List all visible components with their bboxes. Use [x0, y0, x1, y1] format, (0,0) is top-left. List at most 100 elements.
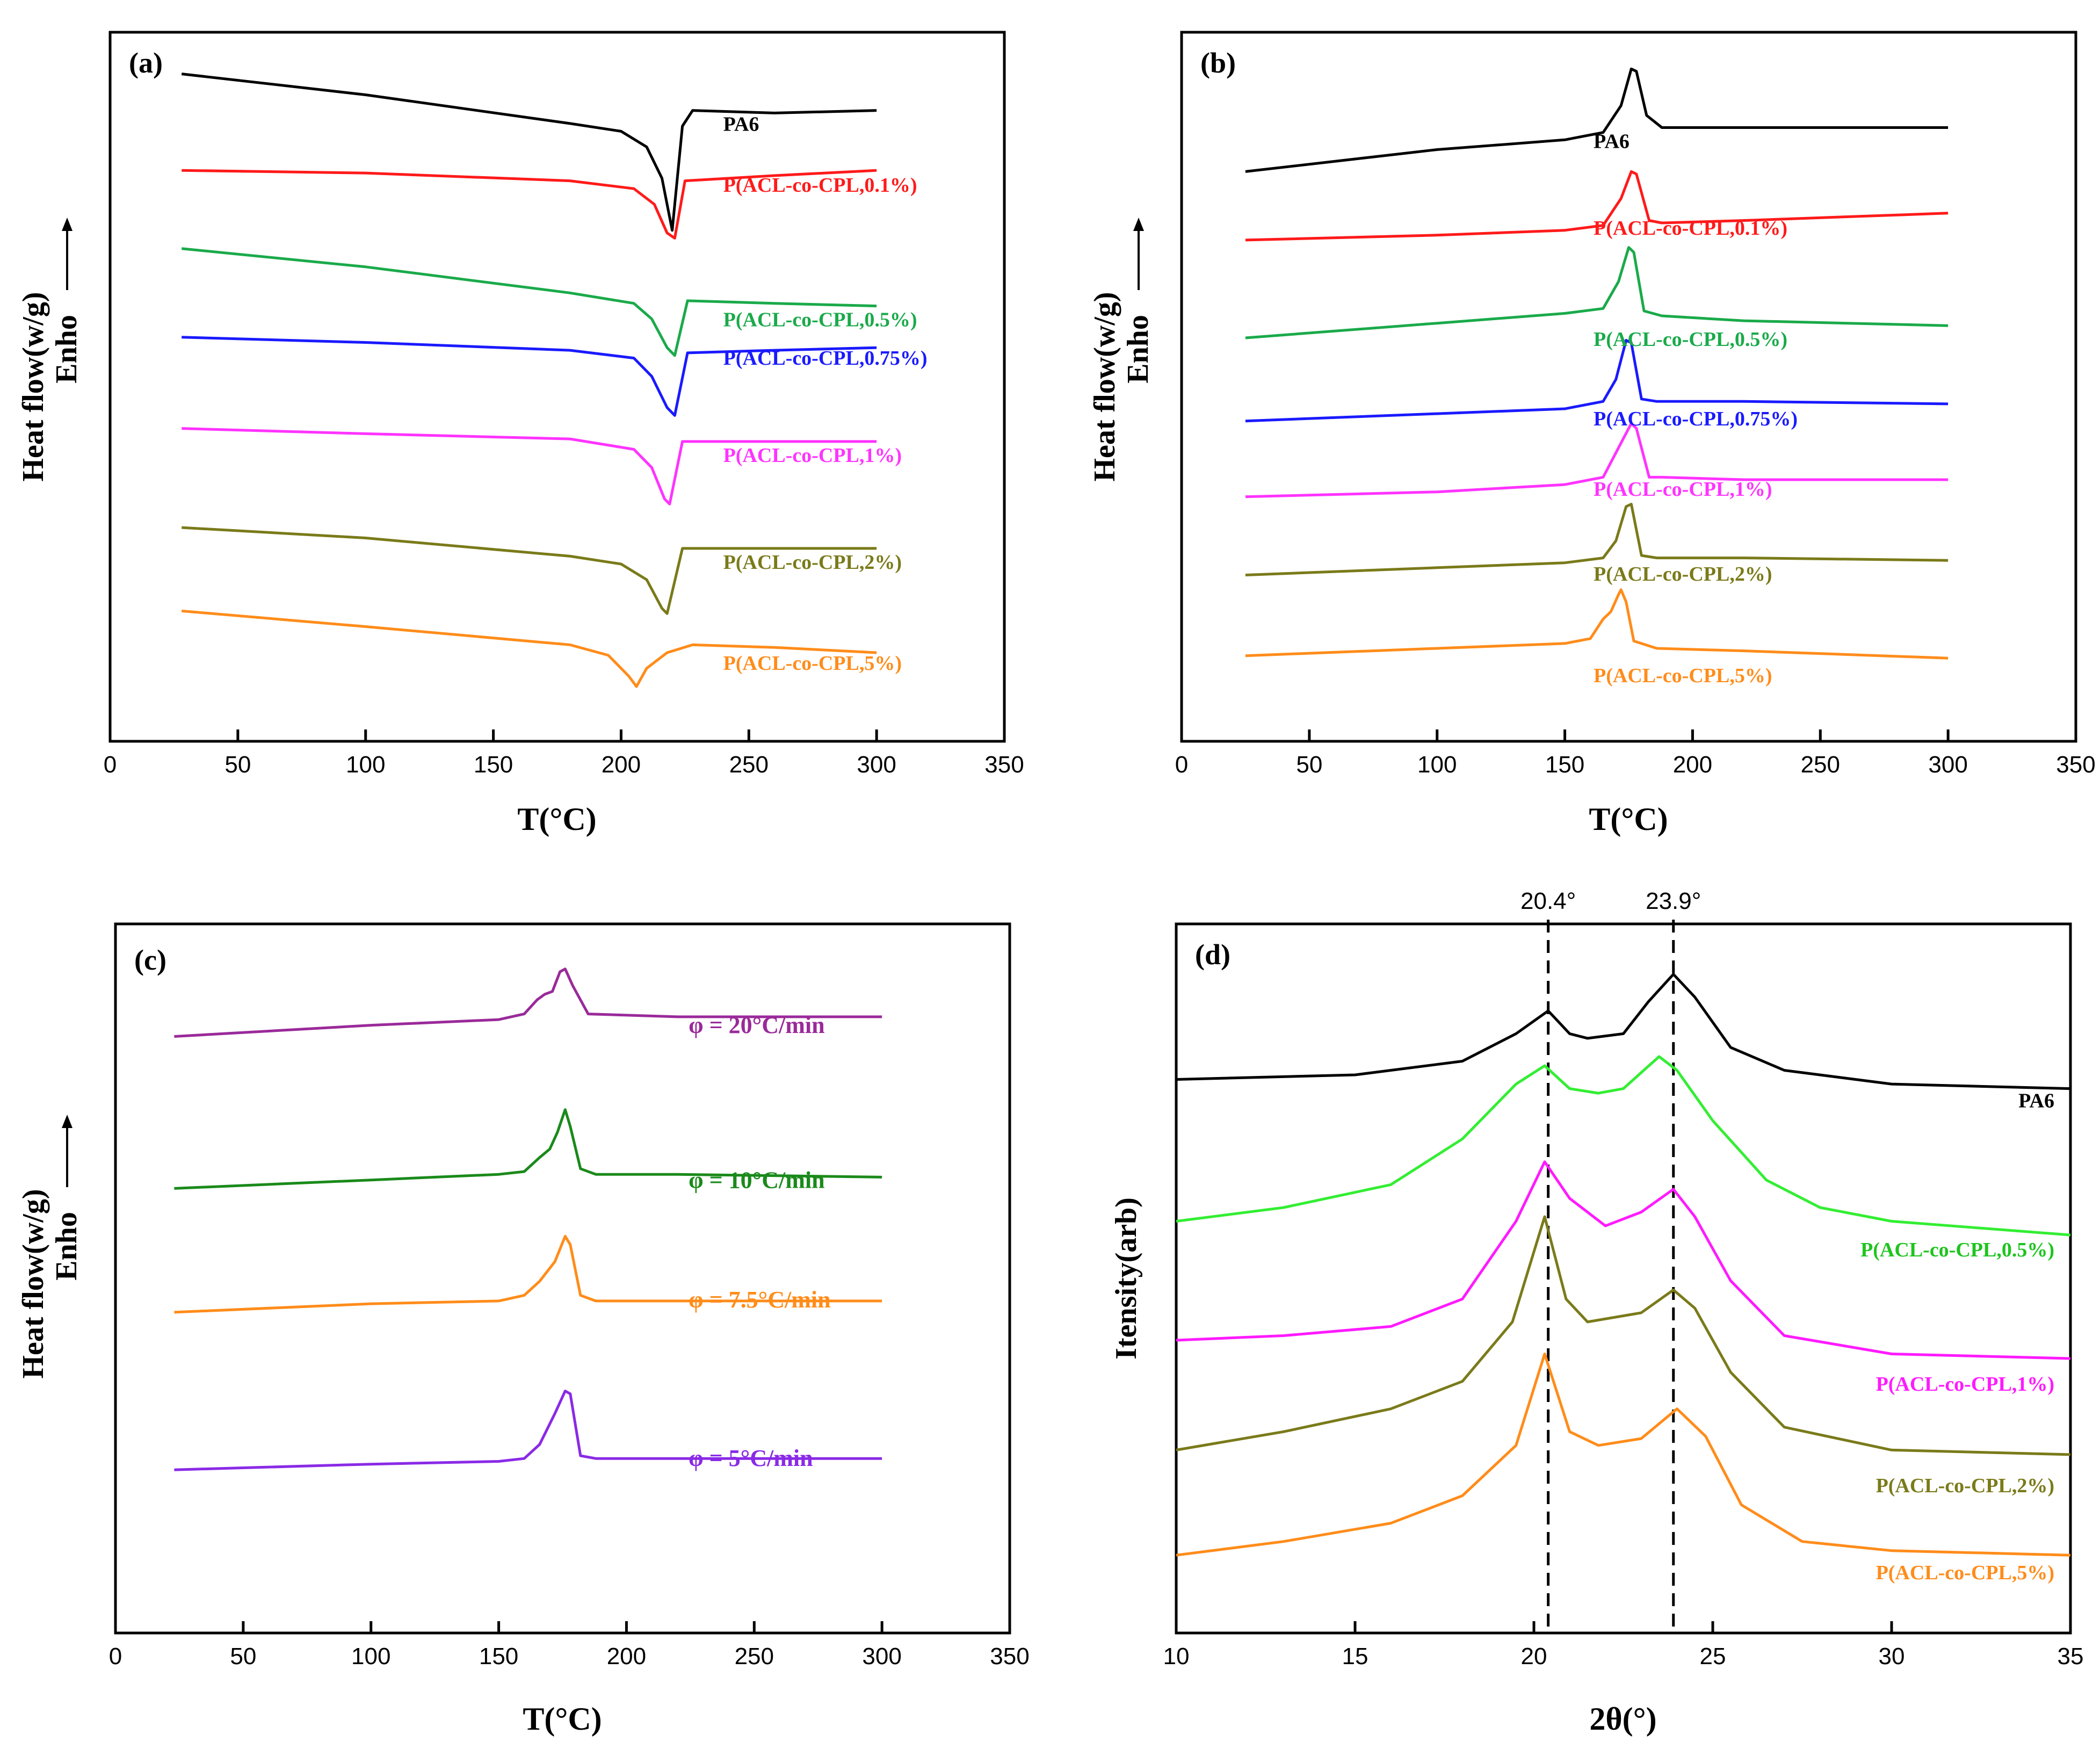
x-axis-label-d: 2θ(°)	[1589, 1701, 1656, 1737]
y-axis-sublabel-c: Enho	[50, 1212, 83, 1281]
x-tick-label: 350	[990, 1643, 1029, 1670]
x-tick-label: 300	[862, 1643, 901, 1670]
x-tick-label: 100	[1417, 751, 1457, 778]
series-line	[1245, 170, 1949, 242]
series-line	[1245, 246, 1949, 339]
x-tick-label: 250	[735, 1643, 774, 1670]
series-label: P(ACL-co-CPL,1%)	[1594, 478, 1772, 501]
curves-c	[174, 967, 882, 1471]
series-line	[1245, 339, 1949, 423]
series-line	[1245, 588, 1949, 660]
series-line	[182, 427, 877, 505]
series-label: P(ACL-co-CPL,0.5%)	[1594, 328, 1787, 351]
x-tick-label: 300	[1928, 751, 1967, 778]
x-axis-c: 0 50 100 150 200 250 300 350	[109, 1621, 1030, 1670]
y-axis-label-c: Heat flow(w/g)	[17, 1189, 50, 1378]
series-label: P(ACL-co-CPL,0.5%)	[723, 309, 917, 331]
x-tick-label: 350	[2056, 751, 2095, 778]
series-label: P(ACL-co-CPL,5%)	[1876, 1562, 2054, 1584]
series-line	[182, 169, 877, 240]
y-axis-label-b: Heat flow(w/g)	[1088, 292, 1121, 481]
x-axis-b: 0 50 100 150 200 250 300 350	[1175, 729, 2096, 778]
series-line	[1176, 973, 2071, 1090]
y-axis-label-d: Itensity(arb)	[1110, 1197, 1143, 1360]
plot-frame-a	[108, 31, 1006, 743]
panel-a: (a) 0 50 100 150 200 250 300 350 PA6 P(ACL-co-CP…	[17, 31, 1024, 837]
series-label: PA6	[2018, 1090, 2054, 1112]
x-axis-label-a: T(°C)	[517, 801, 596, 837]
x-axis-label-b: T(°C)	[1589, 801, 1668, 837]
series-labels-c: φ = 20°C/min φ = 10°C/min φ = 7.5°C/min φ =…	[689, 1012, 830, 1471]
series-line	[174, 1390, 882, 1471]
series-line	[1245, 503, 1949, 576]
reference-lines-d: 20.4° 23.9°	[1520, 888, 1701, 1633]
x-axis-a: 0 50 100 150 200 250 300 350	[104, 729, 1024, 778]
series-line	[182, 336, 877, 417]
series-labels-b: PA6 P(ACL-co-CPL,0.1%) P(ACL-co-CPL,0.5%) P…	[1594, 131, 1798, 688]
panel-b: (b) 0 50 100 150 200 250 300 350 PA6 P(ACL-co-CP…	[1088, 31, 2096, 837]
x-tick-label: 50	[230, 1643, 256, 1670]
x-tick-label: 35	[2058, 1643, 2084, 1670]
series-line	[1176, 1215, 2071, 1456]
reference-line-label: 23.9°	[1646, 888, 1701, 914]
y-axis-sublabel-b: Enho	[1121, 315, 1155, 384]
x-tick-label: 150	[1545, 751, 1584, 778]
y-axis-label-a: Heat flow(w/g)	[17, 292, 50, 481]
series-line	[1176, 1160, 2071, 1360]
x-tick-label: 300	[857, 751, 896, 778]
panel-label-c: (c)	[134, 944, 166, 976]
series-label: φ = 5°C/min	[689, 1445, 813, 1471]
x-tick-label: 50	[225, 751, 251, 778]
x-tick-label: 0	[109, 1643, 122, 1670]
series-label: P(ACL-co-CPL,5%)	[1594, 664, 1772, 687]
series-label: P(ACL-co-CPL,5%)	[723, 652, 902, 675]
series-label: P(ACL-co-CPL,1%)	[1876, 1373, 2054, 1396]
x-tick-label: 20	[1521, 1643, 1547, 1670]
y-axis-arrow-b	[1133, 218, 1144, 290]
x-tick-label: 100	[351, 1643, 390, 1670]
x-tick-label: 200	[602, 751, 641, 778]
plot-frame-d	[1175, 922, 2072, 1635]
series-label: P(ACL-co-CPL,0.1%)	[723, 174, 917, 197]
x-tick-label: 10	[1163, 1643, 1190, 1670]
x-tick-label: 350	[984, 751, 1024, 778]
plot-frame-c	[114, 922, 1011, 1635]
series-label: P(ACL-co-CPL,0.75%)	[723, 347, 928, 370]
plot-frame-b	[1180, 31, 2077, 743]
reference-line-label: 20.4°	[1520, 888, 1576, 914]
series-label: P(ACL-co-CPL,2%)	[723, 551, 902, 574]
series-line	[1245, 67, 1949, 173]
x-tick-label: 25	[1700, 1643, 1726, 1670]
series-label: PA6	[723, 113, 759, 136]
x-axis-label-c: T(°C)	[523, 1701, 602, 1737]
series-label: φ = 20°C/min	[689, 1012, 824, 1038]
series-line	[181, 609, 877, 688]
series-label: P(ACL-co-CPL,2%)	[1876, 1475, 2054, 1497]
x-tick-label: 50	[1296, 751, 1322, 778]
y-axis-sublabel-a: Enho	[50, 315, 83, 384]
x-tick-label: 0	[1175, 751, 1188, 778]
x-tick-label: 250	[729, 751, 769, 778]
panel-d: (d) 10 15 20 25 30 35 20.4° 23.9° PA6 P(ACL-co-…	[1110, 888, 2083, 1737]
x-tick-label: 200	[1673, 751, 1712, 778]
x-tick-label: 15	[1342, 1643, 1368, 1670]
series-line	[174, 1234, 882, 1314]
series-line	[181, 73, 877, 232]
panel-label-d: (d)	[1195, 938, 1230, 971]
x-tick-label: 150	[474, 751, 513, 778]
y-axis-arrow-a	[62, 218, 73, 290]
series-label: P(ACL-co-CPL,0.1%)	[1594, 217, 1787, 240]
series-line	[182, 526, 877, 615]
x-tick-label: 0	[104, 751, 117, 778]
series-label: P(ACL-co-CPL,0.75%)	[1594, 408, 1798, 430]
panel-label-a: (a)	[129, 47, 163, 79]
curves-a	[181, 73, 877, 688]
series-label: P(ACL-co-CPL,0.5%)	[1860, 1239, 2054, 1261]
x-axis-d: 10 15 20 25 30 35	[1163, 1621, 2084, 1670]
x-tick-label: 200	[607, 1643, 646, 1670]
series-label: φ = 10°C/min	[689, 1167, 824, 1193]
curves-d	[1176, 973, 2071, 1557]
x-tick-label: 150	[479, 1643, 518, 1670]
series-label: P(ACL-co-CPL,1%)	[723, 444, 902, 467]
